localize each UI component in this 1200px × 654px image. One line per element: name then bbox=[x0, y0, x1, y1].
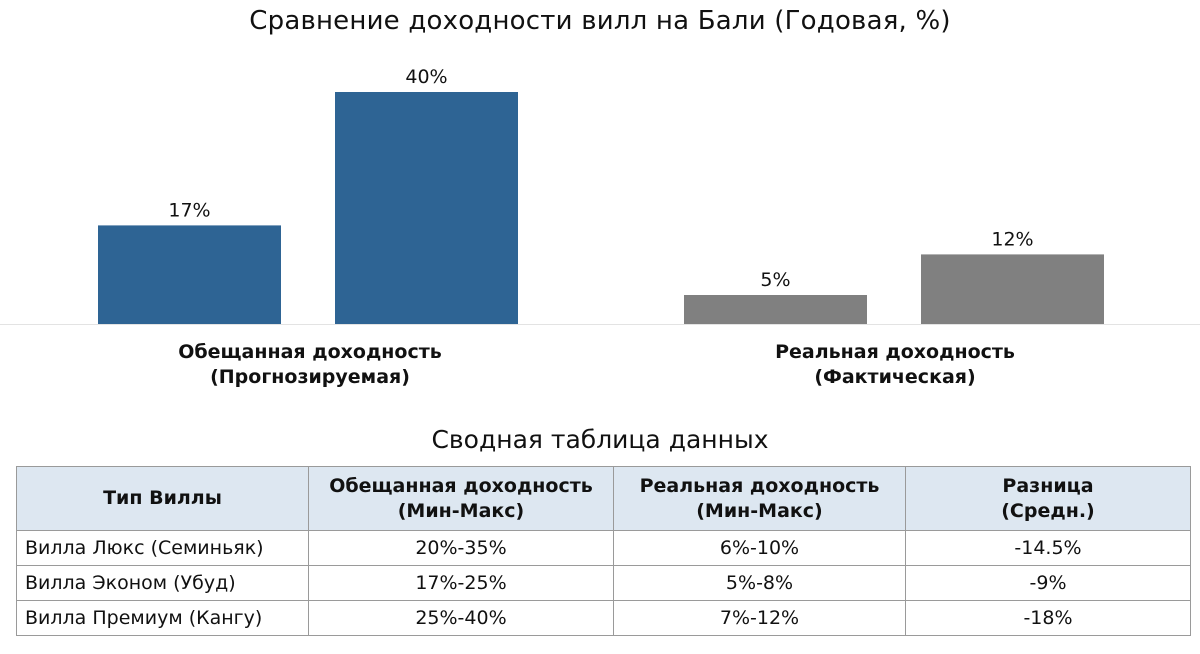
header-villa-type: Тип Виллы bbox=[16, 466, 309, 531]
header-difference-line1: Разница bbox=[1002, 474, 1094, 497]
table-row: Вилла Люкс (Семиньяк) 20%-35% 6%-10% -14… bbox=[16, 530, 1191, 566]
header-promised-yield: Обещанная доходность (Мин-Макс) bbox=[308, 466, 614, 531]
header-villa-type-text: Тип Виллы bbox=[103, 487, 222, 509]
table-row: Вилла Премиум (Кангу) 25%-40% 7%-12% -18… bbox=[16, 600, 1191, 636]
table-cell: -14.5% bbox=[905, 530, 1191, 566]
header-actual-yield-line1: Реальная доходность bbox=[639, 474, 880, 497]
header-actual-yield-line2: (Мин-Макс) bbox=[696, 499, 823, 522]
bar-value-label: 12% bbox=[991, 228, 1033, 250]
table-cell: Вилла Люкс (Семиньяк) bbox=[16, 530, 309, 566]
group-label-actual-line1: Реальная доходность bbox=[775, 341, 1015, 363]
header-promised-yield-line2: (Мин-Макс) bbox=[397, 499, 525, 522]
chart-title: Сравнение доходности вилл на Бали (Годов… bbox=[249, 6, 951, 36]
table-cell: Вилла Эконом (Убуд) bbox=[16, 565, 309, 601]
table-cell: Вилла Премиум (Кангу) bbox=[16, 600, 309, 636]
header-difference-line2: (Средн.) bbox=[1001, 499, 1095, 522]
table-cell: 6%-10% bbox=[613, 530, 906, 566]
table-cell: -18% bbox=[905, 600, 1191, 636]
group-label-promised-line1: Обещанная доходность bbox=[178, 341, 442, 363]
table-cell: 17%-25% bbox=[308, 565, 614, 601]
bar bbox=[921, 254, 1104, 324]
bar bbox=[684, 295, 867, 324]
table-title: Сводная таблица данных bbox=[431, 425, 769, 454]
header-difference: Разница (Средн.) bbox=[905, 466, 1191, 531]
bar-chart: 17% 40% 5% 12% bbox=[0, 66, 1200, 325]
group-label-promised-line2: (Прогнозируемая) bbox=[210, 366, 410, 388]
bar-value-label: 40% bbox=[405, 66, 447, 88]
table-cell: 7%-12% bbox=[613, 600, 906, 636]
header-promised-yield-line1: Обещанная доходность bbox=[329, 474, 593, 497]
group-label-promised: Обещанная доходность (Прогнозируемая) bbox=[110, 340, 510, 390]
table-cell: -9% bbox=[905, 565, 1191, 601]
bar bbox=[98, 225, 281, 324]
table-cell: 5%-8% bbox=[613, 565, 906, 601]
table-header-row: Тип Виллы Обещанная доходность (Мин-Макс… bbox=[16, 466, 1191, 531]
table-row: Вилла Эконом (Убуд) 17%-25% 5%-8% -9% bbox=[16, 565, 1191, 601]
bar-value-label: 17% bbox=[168, 199, 210, 221]
group-label-actual-line2: (Фактическая) bbox=[814, 366, 976, 388]
summary-table: Тип Виллы Обещанная доходность (Мин-Макс… bbox=[16, 466, 1191, 636]
group-label-actual: Реальная доходность (Фактическая) bbox=[695, 340, 1095, 390]
table-cell: 20%-35% bbox=[308, 530, 614, 566]
bar bbox=[335, 92, 518, 324]
header-actual-yield: Реальная доходность (Мин-Макс) bbox=[613, 466, 906, 531]
table-cell: 25%-40% bbox=[308, 600, 614, 636]
bar-value-label: 5% bbox=[760, 269, 790, 291]
